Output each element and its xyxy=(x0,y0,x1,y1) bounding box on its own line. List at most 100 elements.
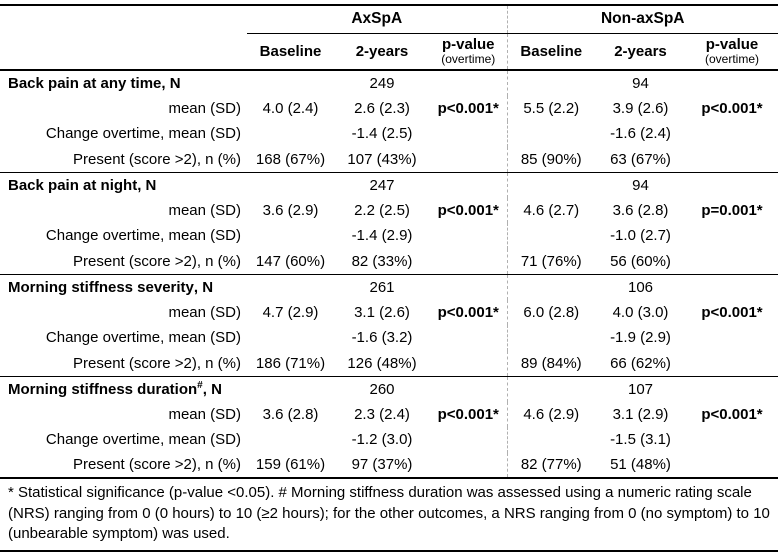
empty-cell xyxy=(247,172,334,198)
row-label-mean: mean (SD) xyxy=(168,99,241,117)
empty-cell xyxy=(430,427,507,453)
section-title-suffix: , N xyxy=(193,279,214,296)
empty-cell xyxy=(247,376,334,402)
empty-cell xyxy=(506,325,595,351)
section-header-row: Back pain at night, N 247 94 xyxy=(0,172,778,198)
p-value-cell: p<0.001* xyxy=(437,99,499,117)
column-header-2years: 2-years xyxy=(595,33,686,71)
change-row: Change overtime, mean (SD) -1.4 (2.5) -1… xyxy=(0,121,778,147)
present-baseline-cell: 186 (71%) xyxy=(247,350,334,377)
change-2years-cell: -1.9 (2.9) xyxy=(610,329,671,347)
mean-2years-cell: 3.9 (2.6) xyxy=(612,99,669,117)
empty-cell xyxy=(430,121,507,147)
mean-row: mean (SD) 3.6 (2.9) 2.2 (2.5) p<0.001* 4… xyxy=(0,197,778,223)
empty-cell xyxy=(430,350,507,377)
mean-baseline-cell: 5.5 (2.2) xyxy=(506,95,595,121)
empty-cell xyxy=(247,274,334,300)
mean-2years-cell: 3.1 (2.6) xyxy=(354,303,410,321)
mean-row: mean (SD) 4.0 (2.4) 2.6 (2.3) p<0.001* 5… xyxy=(0,95,778,121)
change-2years-cell: -1.6 (2.4) xyxy=(610,125,671,143)
empty-cell xyxy=(686,223,778,249)
section-title: Back pain at any time, N xyxy=(0,70,247,96)
p-value-cell: p<0.001* xyxy=(701,99,763,117)
empty-cell xyxy=(686,325,778,351)
change-row: Change overtime, mean (SD) -1.6 (3.2) -1… xyxy=(0,325,778,351)
empty-cell xyxy=(686,146,778,173)
present-2years-cell: 51 (48%) xyxy=(595,452,686,479)
section-back-pain-night: Back pain at night, N 247 94 mean (SD) 3… xyxy=(0,172,778,275)
present-2years-cell: 66 (62%) xyxy=(595,350,686,377)
n-value-cell: 260 xyxy=(369,380,395,398)
present-row: Present (score >2), n (%) 147 (60%) 82 (… xyxy=(0,248,778,275)
mean-2years-cell: 3.1 (2.9) xyxy=(612,405,669,423)
present-2years-cell: 63 (67%) xyxy=(595,146,686,173)
empty-cell xyxy=(430,452,507,479)
present-2years-cell: 56 (60%) xyxy=(595,248,686,275)
n-value-cell: 261 xyxy=(369,278,395,296)
row-label-change: Change overtime, mean (SD) xyxy=(45,431,241,449)
section-title-text: Back pain at night xyxy=(8,177,138,194)
row-label-mean: mean (SD) xyxy=(168,405,241,423)
mean-baseline-cell: 4.7 (2.9) xyxy=(262,303,319,321)
section-title-suffix: , N xyxy=(137,177,157,194)
mean-baseline-cell: 3.6 (2.8) xyxy=(262,405,319,423)
section-title-sup: # xyxy=(197,380,203,391)
mean-2years-cell: 2.6 (2.3) xyxy=(354,99,410,117)
column-header-baseline: Baseline xyxy=(506,33,595,71)
present-row: Present (score >2), n (%) 159 (61%) 97 (… xyxy=(0,452,778,479)
section-header-row: Morning stiffness duration#, N 260 107 xyxy=(0,376,778,402)
mean-baseline-cell: 6.0 (2.8) xyxy=(506,299,595,325)
group-header-row: AxSpA Non-axSpA xyxy=(0,5,778,34)
empty-cell xyxy=(430,223,507,249)
n-value-cell: 247 xyxy=(369,176,395,194)
empty-cell xyxy=(686,427,778,453)
change-2years-cell: -1.0 (2.7) xyxy=(610,227,671,245)
mean-2years-cell: 4.0 (3.0) xyxy=(612,303,669,321)
column-header-baseline: Baseline xyxy=(247,33,334,71)
empty-cell xyxy=(686,274,778,300)
row-label-change: Change overtime, mean (SD) xyxy=(45,125,241,143)
empty-cell xyxy=(686,70,778,96)
row-label-present: Present (score >2), n (%) xyxy=(0,452,247,479)
empty-cell xyxy=(247,121,334,147)
empty-cell xyxy=(506,223,595,249)
p-value-cell: p<0.001* xyxy=(701,405,763,423)
n-value-cell: 106 xyxy=(627,278,654,296)
section-title: Morning stiffness severity, N xyxy=(0,274,247,300)
p-value-cell: p<0.001* xyxy=(437,405,499,423)
mean-baseline-cell: 4.6 (2.7) xyxy=(506,197,595,223)
pvalue-label: p-value xyxy=(705,35,759,53)
empty-cell xyxy=(430,274,507,300)
change-row: Change overtime, mean (SD) -1.2 (3.0) -1… xyxy=(0,427,778,453)
section-back-pain-any-time: Back pain at any time, N 249 94 mean (SD… xyxy=(0,70,778,173)
section-header-row: Morning stiffness severity, N 261 106 xyxy=(0,274,778,300)
corner-empty-cell xyxy=(0,33,247,71)
section-title-text: Morning stiffness severity xyxy=(8,279,194,296)
empty-cell xyxy=(506,172,595,198)
section-morning-stiffness-duration: Morning stiffness duration#, N 260 107 m… xyxy=(0,376,778,479)
change-2years-cell: -1.5 (3.1) xyxy=(610,431,671,449)
row-label-change: Change overtime, mean (SD) xyxy=(45,329,241,347)
pvalue-label: p-value xyxy=(441,35,495,53)
empty-cell xyxy=(506,376,595,402)
present-row: Present (score >2), n (%) 186 (71%) 126 … xyxy=(0,350,778,377)
empty-cell xyxy=(247,223,334,249)
change-2years-cell: -1.4 (2.9) xyxy=(351,227,413,245)
present-2years-cell: 97 (37%) xyxy=(334,452,430,479)
mean-2years-cell: 2.2 (2.5) xyxy=(354,201,410,219)
section-title-text: Back pain at any time xyxy=(8,75,162,93)
present-baseline-cell: 82 (77%) xyxy=(506,452,595,479)
section-title: Back pain at night, N xyxy=(0,172,247,198)
present-2years-cell: 107 (43%) xyxy=(334,146,430,173)
section-morning-stiffness-severity: Morning stiffness severity, N 261 106 me… xyxy=(0,274,778,377)
corner-empty-cell xyxy=(0,5,247,33)
present-baseline-cell: 147 (60%) xyxy=(247,248,334,275)
empty-cell xyxy=(430,376,507,402)
empty-cell xyxy=(247,325,334,351)
present-2years-cell: 82 (33%) xyxy=(334,248,430,275)
outcomes-table: AxSpA Non-axSpA Baseline 2-years p-value… xyxy=(0,4,778,479)
empty-cell xyxy=(430,325,507,351)
p-value-cell: p<0.001* xyxy=(437,303,499,321)
p-value-cell: p=0.001* xyxy=(701,201,763,219)
